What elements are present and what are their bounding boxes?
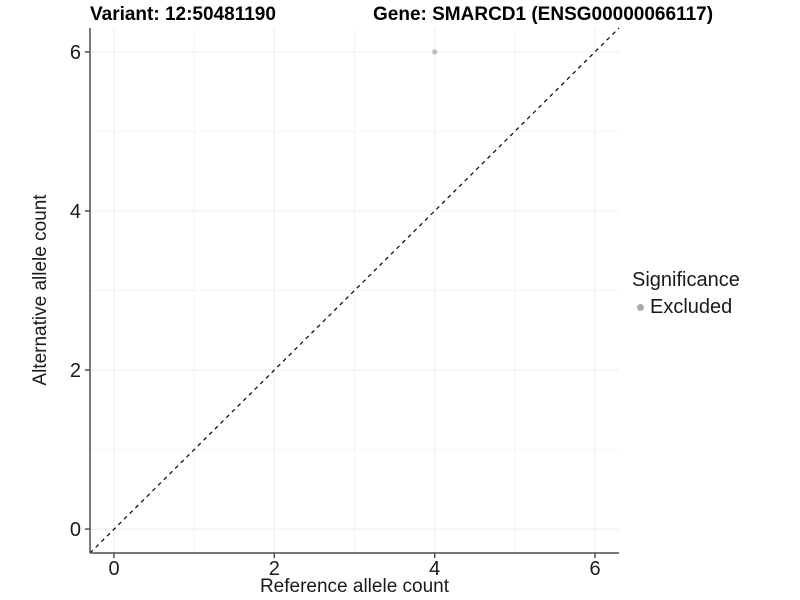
legend-title: Significance [632, 269, 740, 291]
excluded-point-icon [637, 303, 644, 311]
x-axis-label: Reference allele count [259, 576, 450, 597]
x-tick-label: 4 [429, 558, 440, 580]
y-tick-label: 4 [70, 201, 81, 223]
y-tick-label: 0 [70, 519, 81, 541]
x-tick-label: 6 [589, 558, 600, 580]
y-tick-label: 2 [70, 360, 81, 382]
legend-item-label: Excluded [650, 296, 733, 318]
legend-item-excluded: Excluded [632, 295, 740, 319]
x-tick-label: 0 [108, 558, 119, 580]
plot-title-variant: Variant: 12:50481190 [90, 4, 276, 25]
legend: Significance Excluded [632, 268, 740, 319]
y-tick-label: 6 [70, 42, 81, 64]
y-axis-label: Alternative allele count [30, 194, 51, 386]
data-point [432, 49, 438, 55]
plot-title-gene: Gene: SMARCD1 (ENSG00000066117) [373, 4, 714, 25]
x-tick-label: 2 [269, 558, 280, 580]
